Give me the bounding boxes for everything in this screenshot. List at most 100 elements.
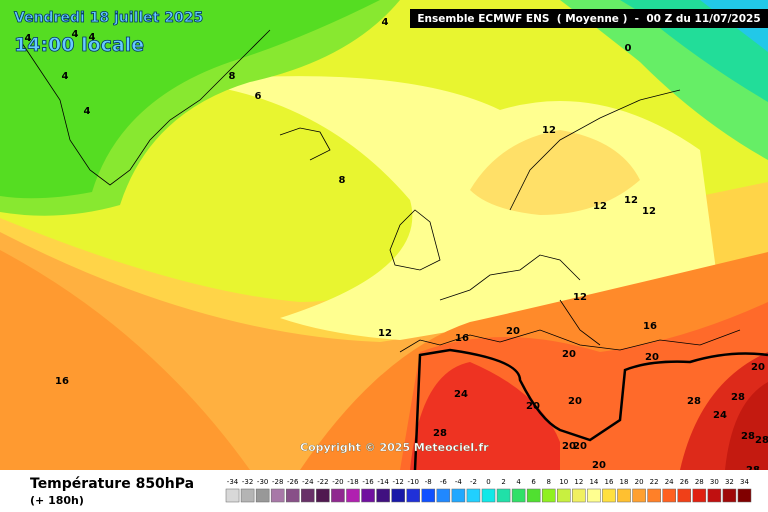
contour-label: 24 xyxy=(454,389,468,400)
contour-label: 20 xyxy=(751,362,765,373)
legend-swatch xyxy=(662,488,676,503)
contour-label: 4 xyxy=(72,29,79,40)
contour-label: 16 xyxy=(55,376,69,387)
legend-swatch xyxy=(436,488,451,503)
contour-label: 12 xyxy=(642,206,656,217)
legend-swatch xyxy=(647,488,661,503)
contour-label: 8 xyxy=(229,71,236,82)
legend: -34 -32 -30 -28 -26 -24 -22 -20 -18 -16 -14 -12 -10-… xyxy=(225,478,752,503)
legend-label: 8 xyxy=(546,478,550,486)
contour-label: 20 xyxy=(506,326,520,337)
legend-swatch xyxy=(526,488,541,503)
legend-label: -34 xyxy=(227,478,239,486)
legend-label: 16 xyxy=(604,478,613,486)
copyright: Copyright © 2025 Meteociel.fr xyxy=(300,441,489,454)
contour-label: 28 xyxy=(731,392,745,403)
legend-swatch xyxy=(692,488,707,503)
legend-swatch xyxy=(481,488,496,503)
critical-contour xyxy=(413,348,768,471)
contour-label: 28 xyxy=(687,396,701,407)
contour-label: 20 xyxy=(568,396,582,407)
time: 14:00 locale xyxy=(14,34,144,56)
legend-label: -26 xyxy=(287,478,299,486)
contour-label: 20 xyxy=(562,441,576,452)
legend-swatch xyxy=(466,488,481,503)
contour-label: 20 xyxy=(562,349,576,360)
legend-label: 26 xyxy=(680,478,689,486)
legend-swatch xyxy=(707,488,722,503)
legend-label: 14 xyxy=(589,478,598,486)
contour-label: 12 xyxy=(378,328,392,339)
legend-label: -4 xyxy=(455,478,463,486)
legend-label: -28 xyxy=(272,478,283,486)
legend-swatch xyxy=(255,488,270,503)
legend-label: 18 xyxy=(620,478,629,486)
contour-label: 0 xyxy=(625,43,632,54)
contour-label: 16 xyxy=(455,333,469,344)
contour-label: 20 xyxy=(592,460,606,471)
legend-label: -2 xyxy=(470,478,477,486)
contour-label: 8 xyxy=(339,175,346,186)
legend-label: 30 xyxy=(710,478,719,486)
legend-label: 32 xyxy=(725,478,734,486)
contour-label: 12 xyxy=(624,195,638,206)
legend-swatch xyxy=(617,488,631,503)
legend-swatch xyxy=(316,488,330,503)
legend-swatch xyxy=(737,488,752,503)
contour-label: 28 xyxy=(741,431,755,442)
legend-label: 6 xyxy=(531,478,536,486)
contour-label: 12 xyxy=(573,292,587,303)
contour-label: 20 xyxy=(526,401,540,412)
date: Vendredi 18 juillet 2025 xyxy=(14,10,203,26)
legend-swatch xyxy=(285,488,300,503)
legend-swatch xyxy=(572,488,586,503)
legend-label: 34 xyxy=(740,478,749,486)
legend-swatch xyxy=(361,488,375,503)
contour-label: 24 xyxy=(713,410,727,421)
legend-label: -16 xyxy=(362,478,374,486)
model: Ensemble ECMWF ENS ( Moyenne ) - 00 Z du… xyxy=(417,13,760,25)
legend-label: -30 xyxy=(257,478,268,486)
legend-label: -6 xyxy=(440,478,448,486)
legend-label: 0 xyxy=(486,478,490,486)
legend-label: 22 xyxy=(650,478,659,486)
legend-swatch xyxy=(270,488,285,503)
legend-swatch xyxy=(376,488,390,503)
legend-swatch xyxy=(331,488,345,503)
legend-swatch xyxy=(511,488,526,503)
legend-swatch xyxy=(346,488,360,503)
legend-label: -14 xyxy=(377,478,389,486)
contour-label: 4 xyxy=(25,33,32,44)
legend-label: -32 xyxy=(242,478,253,486)
legend-swatch xyxy=(541,488,556,503)
model-box xyxy=(410,9,768,28)
legend-swatch xyxy=(406,488,420,503)
legend-label: 24 xyxy=(665,478,674,486)
contour-label: 12 xyxy=(542,125,556,136)
legend-label: 12 xyxy=(574,478,583,486)
footer-title: Température 850hPa xyxy=(30,476,194,492)
legend-swatch xyxy=(391,488,405,503)
legend-label: -12 xyxy=(392,478,403,486)
contour-label: 28 xyxy=(755,435,768,446)
legend-label: 10 xyxy=(559,478,568,486)
contour-label: 4 xyxy=(62,71,69,82)
contour-label: 6 xyxy=(255,91,262,102)
legend-swatch xyxy=(587,488,601,503)
legend-swatch xyxy=(225,488,240,503)
legend-label: -18 xyxy=(347,478,358,486)
contour-label: 4 xyxy=(89,32,96,43)
legend-label: 2 xyxy=(501,478,505,486)
legend-swatch xyxy=(632,488,646,503)
contour-label: 20 xyxy=(573,441,587,452)
contour-label: 4 xyxy=(382,17,389,28)
legend-swatch xyxy=(602,488,616,503)
contour-label: 16 xyxy=(643,321,657,332)
contour-label: 4 xyxy=(84,106,91,117)
legend-label: -24 xyxy=(302,478,314,486)
legend-swatch xyxy=(240,488,255,503)
temperature-field xyxy=(0,0,768,470)
contour-label: 20 xyxy=(645,352,659,363)
legend-swatch xyxy=(301,488,315,503)
